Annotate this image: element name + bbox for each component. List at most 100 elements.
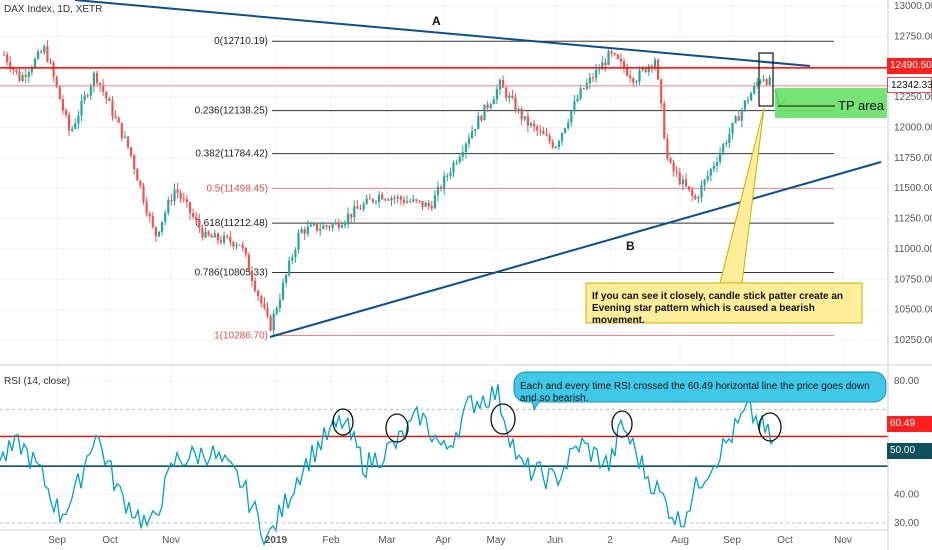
candle-body — [467, 138, 471, 144]
candle-body — [374, 201, 378, 203]
candle-body — [285, 274, 288, 283]
candle-body — [471, 131, 474, 139]
candle-body — [123, 136, 126, 138]
rsi-tick-label: 80.00 — [894, 376, 919, 387]
candle-body — [368, 198, 371, 200]
candle-body — [68, 114, 71, 131]
candle-body — [480, 116, 483, 121]
symbol-title[interactable]: DAX Index, 1D, XETR — [4, 4, 103, 15]
candle-body — [99, 82, 102, 85]
candle-body — [232, 242, 235, 247]
candle-body — [340, 225, 343, 228]
candle-body — [350, 213, 353, 218]
candle-body — [371, 199, 374, 202]
candle-body — [24, 75, 27, 77]
rsi-title[interactable]: RSI (14, close) — [4, 376, 71, 387]
fibonacci-levels: 0(12710.19) 0.236(12138.25) 0.382(11784.42… — [195, 36, 834, 342]
candle-body — [319, 228, 322, 231]
candle-body — [309, 224, 312, 227]
candle-body — [223, 235, 226, 243]
candle-body — [328, 226, 331, 228]
tp-area-label: TP area — [838, 98, 885, 113]
candle-body — [653, 59, 657, 67]
candle-body — [151, 216, 154, 227]
candle-body — [635, 81, 638, 83]
candle-body — [517, 108, 520, 112]
candle-body — [610, 51, 613, 54]
candle-body — [365, 198, 368, 204]
candle-body — [759, 80, 762, 83]
candle-body — [297, 232, 300, 250]
price-tick-label: 12000.00 — [894, 122, 932, 133]
candle-body — [542, 131, 545, 135]
candle-body — [684, 179, 688, 187]
candle-body — [743, 100, 746, 110]
candle-body — [77, 115, 80, 124]
candle-body — [9, 62, 12, 69]
candle-body — [40, 51, 43, 53]
candle-body — [325, 225, 328, 227]
candle-body — [288, 260, 291, 275]
candle-body — [86, 95, 89, 97]
trendlines — [0, 0, 888, 338]
candle-body — [573, 101, 576, 112]
price-tick-label: 10750.00 — [894, 274, 932, 285]
time-tick-label: Oct — [777, 535, 793, 546]
candle-body — [260, 296, 263, 304]
candle-body — [697, 197, 700, 199]
candle-body — [526, 116, 529, 126]
candle-body — [188, 202, 192, 214]
price-tick-label: 11750.00 — [894, 153, 932, 164]
candle-body — [226, 235, 229, 238]
fib-level-label: 0.236(12138.25) — [195, 106, 268, 117]
candle-body — [275, 308, 278, 314]
fib-level-label: 0.786(10805.33) — [195, 268, 268, 279]
rsi-note-text: Each and every time RSI crossed the 60.4… — [520, 381, 870, 404]
time-tick-label: Aug — [671, 535, 689, 546]
candle-body — [300, 229, 303, 233]
candle-body — [477, 116, 480, 130]
time-tick-label: 2019 — [265, 535, 288, 546]
candle-body — [92, 72, 95, 87]
candle-body — [316, 224, 319, 231]
price-tick-label: 13000.00 — [894, 1, 932, 12]
candle-body — [616, 54, 619, 59]
candle-body — [669, 158, 672, 163]
resistance-price-badge: 12490.50 — [887, 58, 932, 74]
candle-body — [458, 156, 461, 163]
candle-body — [449, 172, 452, 176]
candle-body — [30, 67, 33, 73]
candle-body — [105, 91, 108, 99]
candle-body — [430, 206, 433, 209]
candle-body — [247, 254, 250, 272]
candle-body — [384, 199, 387, 201]
candle-body — [554, 146, 557, 148]
candle-body — [731, 122, 734, 134]
candle-body — [74, 123, 77, 129]
candle-body — [164, 212, 167, 222]
candle-body — [706, 175, 709, 180]
candle-body — [570, 111, 573, 123]
candle-body — [688, 186, 691, 190]
price-note-box[interactable] — [585, 282, 863, 324]
candle-body — [722, 144, 725, 153]
candle-body — [241, 244, 244, 248]
candle-body — [390, 198, 393, 201]
time-tick-label: Sep — [723, 535, 741, 546]
candle-body — [474, 129, 477, 132]
candle-body — [591, 77, 595, 79]
candle-body — [27, 72, 30, 77]
candle-body — [663, 103, 666, 139]
label-b: B — [626, 239, 635, 253]
candle-body — [136, 168, 139, 181]
candle-body — [192, 213, 195, 217]
candle-body — [498, 80, 502, 90]
candle-body — [21, 75, 24, 82]
candle-body — [303, 229, 306, 234]
candle-body — [216, 233, 219, 241]
time-tick-label: Nov — [834, 535, 852, 546]
candle-body — [306, 226, 309, 234]
rsi-note-box[interactable] — [513, 371, 887, 403]
candle-body — [412, 199, 415, 202]
